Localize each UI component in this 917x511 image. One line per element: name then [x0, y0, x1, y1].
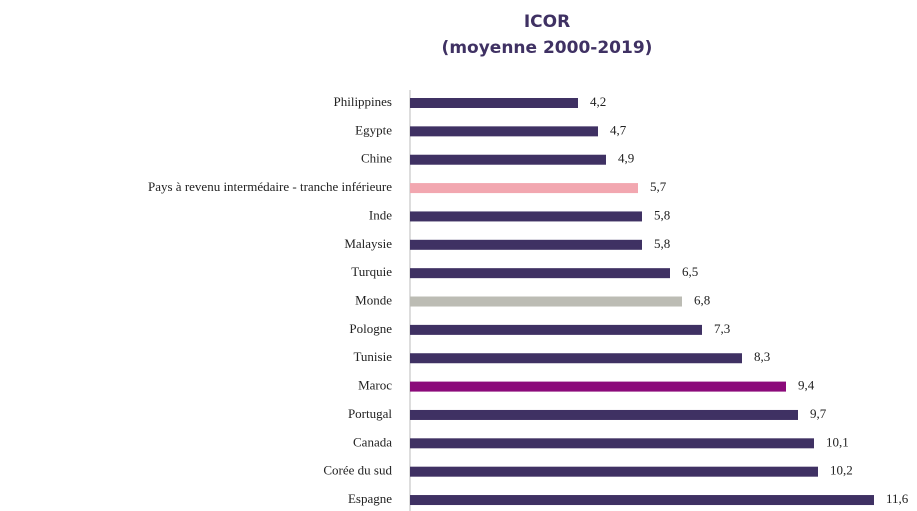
chart-title: ICOR [524, 12, 570, 32]
bar [410, 98, 578, 108]
y-tick-label: Canada [353, 434, 392, 449]
y-tick-label: Tunisie [353, 349, 392, 364]
bar [410, 495, 874, 505]
bar [410, 382, 786, 392]
y-tick-label: Espagne [348, 491, 392, 506]
y-tick-label: Egypte [355, 122, 392, 137]
bar [410, 467, 818, 477]
bar [410, 410, 798, 420]
y-tick-label: Philippines [333, 94, 392, 109]
data-label: 4,2 [590, 94, 606, 109]
bar [410, 126, 598, 136]
y-tick-label: Monde [355, 293, 392, 308]
data-label: 6,8 [694, 293, 710, 308]
bar [410, 353, 742, 363]
y-tick-label: Maroc [358, 378, 392, 393]
data-label: 6,5 [682, 264, 698, 279]
data-label: 8,3 [754, 349, 770, 364]
data-label: 5,8 [654, 207, 670, 222]
bar [410, 325, 702, 335]
y-tick-label: Pologne [349, 321, 392, 336]
y-tick-label: Corée du sud [323, 463, 392, 478]
data-label: 10,2 [830, 463, 853, 478]
y-tick-label: Chine [361, 151, 392, 166]
y-tick-label: Pays à revenu intermédaire - tranche inf… [148, 179, 392, 194]
data-label: 4,7 [610, 122, 627, 137]
bar [410, 183, 638, 193]
y-tick-label: Malaysie [344, 236, 392, 251]
y-tick-label: Turquie [351, 264, 392, 279]
y-tick-label: Inde [369, 207, 392, 222]
data-label: 5,8 [654, 236, 670, 251]
data-label: 7,3 [714, 321, 730, 336]
data-label: 9,7 [810, 406, 827, 421]
data-label: 10,1 [826, 434, 849, 449]
y-tick-label: Portugal [348, 406, 392, 421]
bar [410, 438, 814, 448]
bar [410, 211, 642, 221]
chart: ICOR (moyenne 2000-2019) Philippines 4,2 E… [0, 0, 917, 511]
data-label: 4,9 [618, 151, 634, 166]
bar [410, 240, 642, 250]
bar [410, 268, 670, 278]
bar [410, 155, 606, 165]
data-label: 5,7 [650, 179, 667, 194]
data-label: 11,6 [886, 491, 909, 506]
bar [410, 297, 682, 307]
chart-subtitle: (moyenne 2000-2019) [442, 38, 653, 58]
data-label: 9,4 [798, 378, 815, 393]
